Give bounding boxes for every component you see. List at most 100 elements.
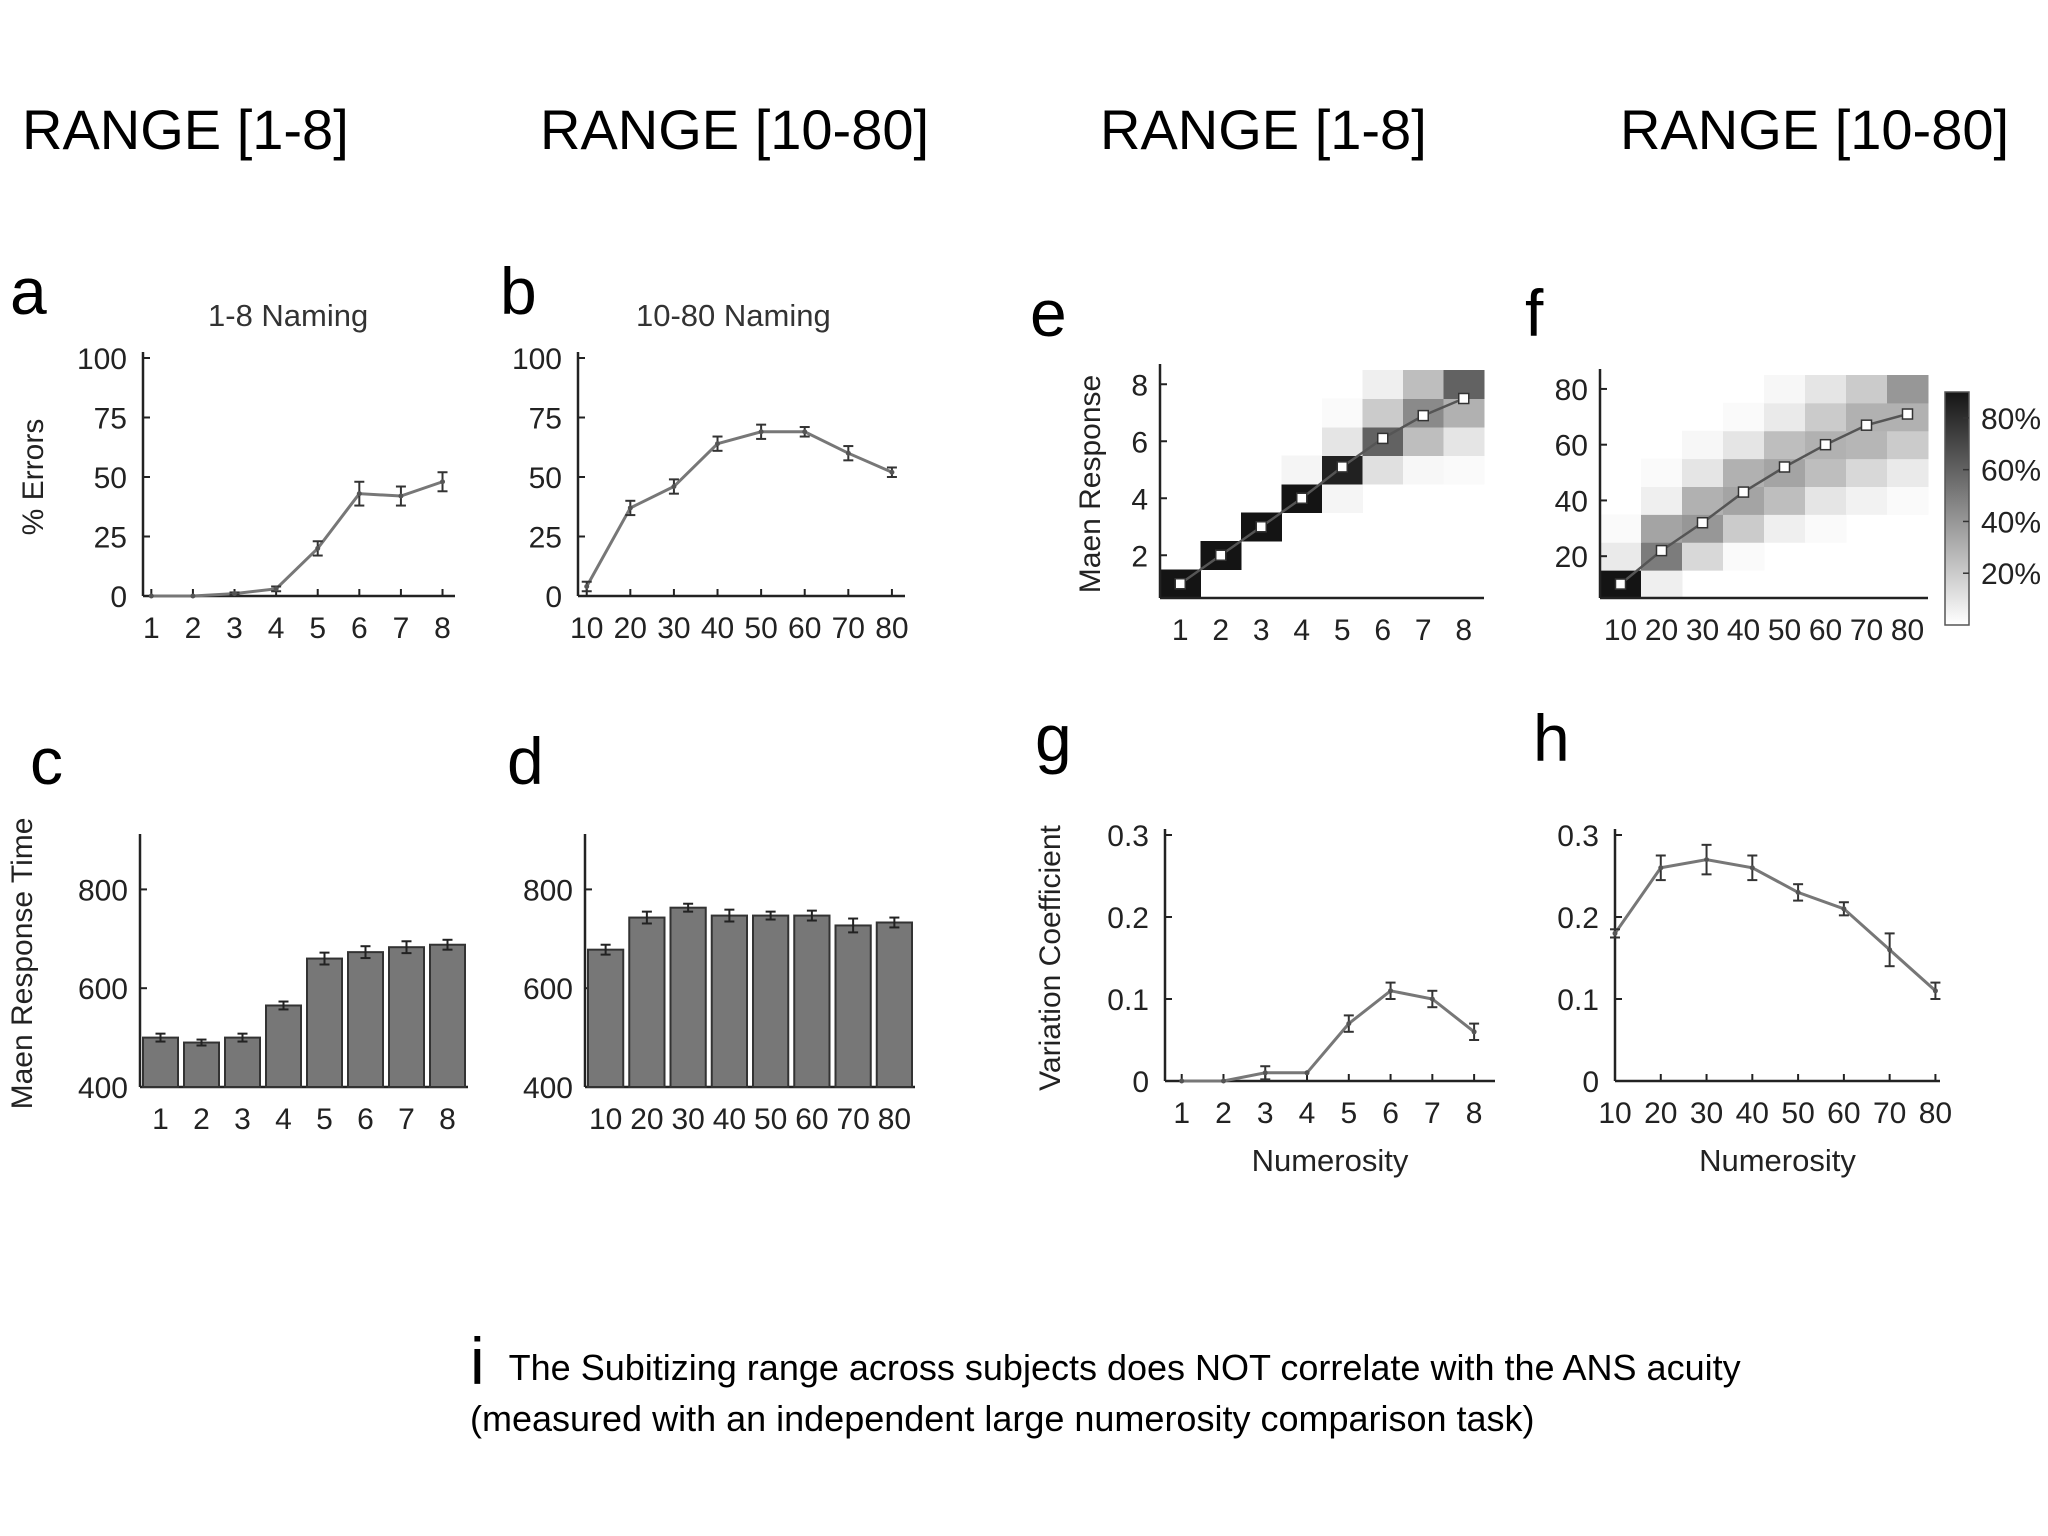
y-tick-label: 6 (1131, 426, 1148, 459)
bar (224, 1036, 261, 1088)
x-tick-label: 3 (226, 612, 243, 645)
x-tick-label: 20 (1644, 1097, 1677, 1130)
heatmap-cell (1682, 458, 1724, 487)
data-point (398, 493, 404, 499)
heatmap-cell (1641, 570, 1683, 599)
bar (587, 948, 625, 1089)
x-tick-label: 7 (1415, 614, 1432, 647)
x-tick-label: 5 (1334, 614, 1351, 647)
heatmap-cell (1641, 486, 1683, 515)
x-tick-label: 1 (1173, 1097, 1190, 1130)
y-axis-label: Variation Coefficient (1034, 824, 1067, 1090)
data-point (1388, 988, 1394, 994)
mean-response-marker (1901, 408, 1914, 420)
x-tick-label: 3 (234, 1103, 251, 1136)
mean-response-line (1179, 397, 1465, 585)
data-point (440, 479, 446, 485)
bar (752, 914, 790, 1088)
chart-title-a: 1-8 Naming (208, 298, 369, 333)
heatmap-cell (1322, 484, 1363, 513)
heatmap-cell (1805, 375, 1847, 404)
mean-response-marker (1336, 461, 1348, 473)
data-point (889, 469, 895, 475)
y-tick-label: 40 (1555, 485, 1588, 518)
x-tick-label: 40 (701, 612, 734, 645)
y-tick-label: 2 (1131, 540, 1148, 573)
mean-response-marker (1696, 516, 1709, 529)
data-point (1658, 865, 1664, 871)
colorbar-tick-label: 80% (1981, 403, 2041, 436)
colorbar (1944, 391, 1970, 626)
data-point (845, 450, 851, 456)
x-tick-label: 6 (1374, 614, 1391, 647)
mean-response-marker (1377, 432, 1389, 445)
heatmap-cell (1403, 455, 1444, 485)
heatmap-cell (1682, 486, 1724, 515)
y-tick-label: 25 (94, 522, 127, 555)
heatmap-cell (1641, 514, 1683, 543)
footer-line-1: The Subitizing range across subjects doe… (508, 1347, 1741, 1388)
x-tick-label: 70 (836, 1103, 869, 1136)
x-tick-label: 5 (1340, 1097, 1357, 1130)
heatmap-cell (1600, 514, 1642, 543)
y-tick-label: 20 (1555, 541, 1588, 574)
x-tick-label: 80 (875, 612, 908, 645)
heatmap-cell (1362, 455, 1404, 485)
data-point (315, 545, 321, 551)
x-tick-label: 7 (398, 1103, 415, 1136)
mean-response-marker (1296, 492, 1308, 504)
colorbar-tick-label: 40% (1981, 506, 2041, 539)
footer-caption: i The Subitizing range across subjects do… (470, 1328, 1741, 1444)
panel-letter: d (507, 724, 544, 798)
y-tick-label: 4 (1131, 483, 1148, 516)
x-tick-label: 40 (1736, 1097, 1769, 1130)
data-point (671, 484, 677, 490)
x-tick-label: 70 (1873, 1097, 1906, 1130)
panel-letter: f (1525, 276, 1544, 350)
series-line (1181, 989, 1476, 1083)
x-tick-label: 1 (152, 1103, 169, 1136)
x-tick-label: 50 (754, 1103, 787, 1136)
y-tick-label: 0.2 (1107, 902, 1149, 935)
panel-letter: a (10, 254, 47, 328)
mean-response-marker (1614, 578, 1627, 590)
y-tick-label: 80 (1555, 374, 1588, 407)
data-point (232, 591, 238, 597)
y-tick-label: 50 (94, 462, 127, 495)
heatmap-cell (1805, 402, 1847, 432)
y-tick-label: 600 (78, 973, 128, 1006)
x-tick-label: 8 (439, 1103, 456, 1136)
heatmap-cell (1403, 427, 1444, 456)
x-tick-label: 8 (1455, 614, 1472, 647)
data-point (1262, 1070, 1268, 1076)
header-range-10-80-right: RANGE [10-80] (1620, 98, 2010, 161)
x-tick-label: 30 (1690, 1097, 1723, 1130)
x-tick-label: 2 (185, 612, 202, 645)
y-tick-label: 400 (523, 1072, 573, 1105)
bar (834, 924, 872, 1088)
x-tick-label: 30 (657, 612, 690, 645)
heatmap-cell (1887, 486, 1929, 515)
x-tick-label: 1 (143, 612, 160, 645)
x-axis-label: Numerosity (1699, 1143, 1856, 1178)
heatmap-cell (1846, 430, 1888, 460)
chart-title-b: 10-80 Naming (636, 298, 831, 333)
heatmap-cell (1723, 514, 1765, 543)
header-range-1-8-right: RANGE [1-8] (1100, 98, 1427, 161)
x-tick-label: 4 (275, 1103, 292, 1136)
y-tick-label: 600 (523, 973, 573, 1006)
y-axis-label: Maen Response Time (6, 818, 39, 1110)
y-tick-label: 0.3 (1557, 820, 1599, 853)
panel-letter: b (500, 254, 537, 328)
series-line (1613, 858, 1937, 992)
data-point (758, 429, 764, 435)
bar (669, 906, 707, 1088)
colorbar-tick-label: 20% (1981, 558, 2041, 591)
x-tick-label: 6 (351, 612, 368, 645)
heatmap-cell (1805, 458, 1847, 487)
x-tick-label: 80 (878, 1103, 911, 1136)
bar (142, 1036, 179, 1088)
x-tick-label: 1 (1172, 614, 1189, 647)
header-range-1-8-left: RANGE [1-8] (22, 98, 349, 161)
x-tick-label: 2 (1215, 1097, 1232, 1130)
